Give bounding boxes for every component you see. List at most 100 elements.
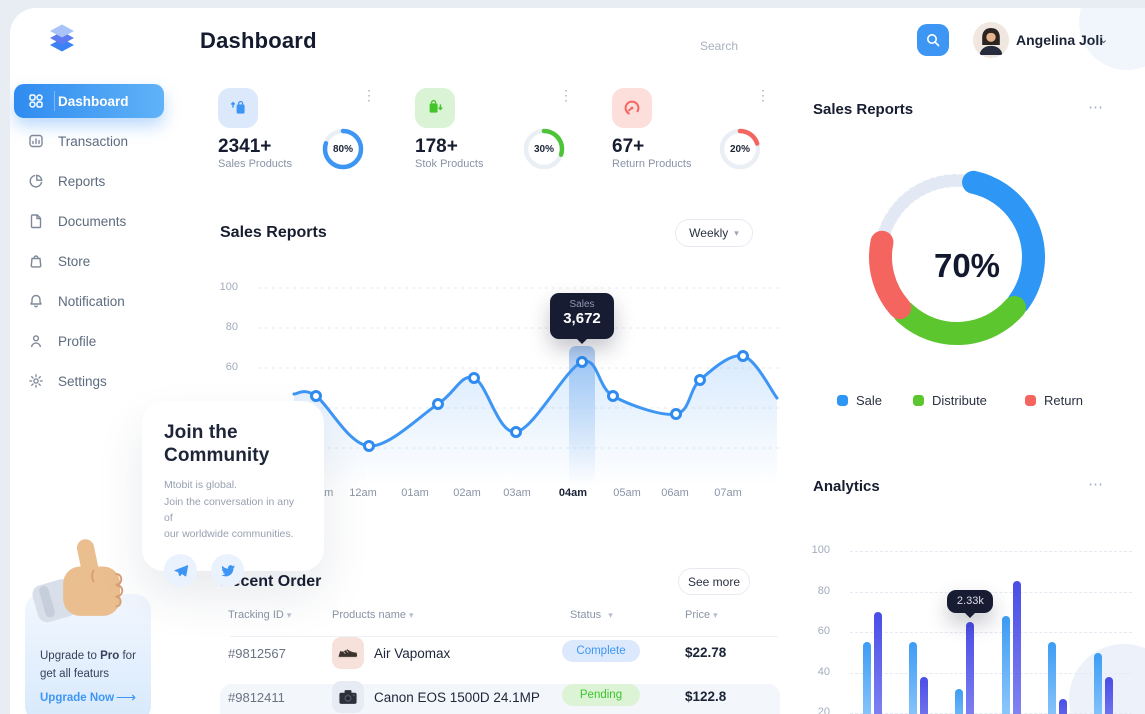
line-dot bbox=[737, 350, 749, 362]
stat-value: 2341+ bbox=[218, 136, 272, 157]
sidebar-item-label: Notification bbox=[58, 293, 125, 309]
dots-vertical-icon[interactable]: ⋮ bbox=[362, 87, 376, 103]
y-tick-label: 20 bbox=[817, 706, 830, 714]
stat-ring-chart bbox=[523, 128, 565, 170]
line-dot bbox=[694, 374, 706, 386]
sidebar-item-dashboard[interactable]: Dashboard bbox=[14, 84, 164, 118]
column-label: Tracking ID bbox=[228, 609, 284, 621]
stat-label: Stok Products bbox=[415, 158, 484, 170]
stat-ring-stok: 30% bbox=[521, 126, 567, 172]
bar-indigo bbox=[874, 611, 882, 714]
arrow-right-icon[interactable]: ⟶ bbox=[116, 689, 137, 705]
sidebar-item-documents[interactable]: Documents bbox=[14, 204, 164, 238]
period-selector-button[interactable]: Weekly ▾ bbox=[675, 219, 753, 247]
chevron-down-icon[interactable]: ⌄ bbox=[1099, 34, 1109, 46]
table-row-highlight bbox=[220, 684, 780, 714]
dots-horizontal-icon[interactable]: ⋯ bbox=[1088, 476, 1104, 493]
x-tick-label: 05am bbox=[613, 487, 641, 499]
upgrade-text-line2: get all featurs bbox=[40, 667, 110, 680]
sales-line-chart[interactable] bbox=[240, 268, 785, 505]
stat-ring-percent: 20% bbox=[729, 143, 750, 155]
avatar[interactable] bbox=[973, 22, 1009, 58]
community-title-line1: Join the bbox=[164, 422, 238, 443]
bar-indigo bbox=[920, 676, 929, 714]
bar-light-blue bbox=[1094, 652, 1102, 714]
stat-ring-percent: 30% bbox=[533, 143, 554, 155]
gear-icon bbox=[29, 374, 43, 388]
sales-tooltip: Sales 3,672 bbox=[550, 293, 614, 344]
camera-icon bbox=[339, 690, 357, 704]
sales-tooltip-value: 3,672 bbox=[563, 310, 601, 327]
bar-light-blue bbox=[909, 642, 918, 714]
sidebar-item-store[interactable]: Store bbox=[14, 244, 164, 278]
sidebar-item-label: Documents bbox=[58, 213, 127, 229]
column-header-price[interactable]: Price ▾ bbox=[685, 609, 718, 621]
sidebar-item-profile[interactable]: Profile bbox=[14, 324, 164, 358]
search-button[interactable] bbox=[917, 24, 949, 56]
gridline bbox=[850, 551, 1132, 552]
bar-indigo bbox=[1012, 581, 1021, 714]
line-dot bbox=[670, 408, 682, 420]
order-product-name: Air Vapomax bbox=[374, 646, 451, 661]
dots-vertical-icon[interactable]: ⋮ bbox=[756, 87, 770, 103]
upgrade-now-link[interactable]: Upgrade Now bbox=[40, 692, 115, 704]
sidebar-item-reports[interactable]: Reports bbox=[14, 164, 164, 198]
see-more-button[interactable]: See more bbox=[678, 568, 750, 595]
app-window: Dashboard Angelina Joli ⌄ Dashboard Tran… bbox=[10, 8, 1145, 714]
community-body-line2: Join the conversation in any of bbox=[164, 495, 295, 524]
user-name[interactable]: Angelina Joli bbox=[1016, 32, 1104, 48]
donut-slice-return bbox=[869, 169, 1045, 345]
chevron-down-icon: ▾ bbox=[734, 227, 739, 238]
twitter-icon bbox=[221, 565, 235, 577]
bag-up-icon bbox=[230, 100, 245, 114]
dots-vertical-icon[interactable]: ⋮ bbox=[559, 87, 573, 103]
layers-logo-icon bbox=[50, 24, 74, 52]
document-icon bbox=[30, 214, 42, 229]
community-title-line2: Community bbox=[164, 445, 270, 467]
upgrade-text-pre: Upgrade to bbox=[40, 650, 101, 662]
twitter-button[interactable] bbox=[211, 554, 245, 588]
gridline bbox=[850, 591, 1132, 593]
column-header-products-name[interactable]: Products name ▾ bbox=[332, 609, 414, 621]
gridline bbox=[850, 672, 1132, 674]
sneaker-icon bbox=[338, 649, 358, 659]
bar-indigo bbox=[966, 622, 975, 714]
legend-item-distribute: Distribute bbox=[913, 393, 987, 408]
sidebar-item-transaction[interactable]: Transaction bbox=[14, 124, 164, 158]
sidebar-item-notification[interactable]: Notification bbox=[14, 284, 164, 318]
y-tick-label: 60 bbox=[225, 361, 238, 373]
sidebar-item-label: Reports bbox=[58, 173, 106, 189]
search-input[interactable] bbox=[700, 32, 850, 60]
column-header-status[interactable]: Status ▾ bbox=[570, 609, 613, 621]
analytics-tooltip-value: 2.33k bbox=[956, 595, 984, 608]
telegram-icon bbox=[173, 565, 188, 577]
sales-donut-chart[interactable] bbox=[862, 162, 1052, 352]
sidebar-item-label: Store bbox=[58, 253, 91, 269]
community-body-line1: Mtobit is global. bbox=[164, 479, 237, 492]
y-tick-label: 60 bbox=[817, 625, 830, 638]
sidebar-item-label: Transaction bbox=[58, 133, 129, 149]
period-selector-label: Weekly bbox=[689, 226, 729, 240]
analytics-bar-chart[interactable] bbox=[800, 528, 1145, 714]
sort-arrow-icon: ▾ bbox=[286, 610, 292, 620]
sidebar-item-settings[interactable]: Settings bbox=[14, 364, 164, 398]
dots-horizontal-icon[interactable]: ⋯ bbox=[1088, 99, 1104, 116]
stat-ring-sales: 80% bbox=[320, 126, 366, 172]
x-tick-label: 01am bbox=[401, 487, 429, 499]
sort-arrow-icon: ▾ bbox=[608, 610, 613, 620]
column-header-tracking-id[interactable]: Tracking ID ▾ bbox=[228, 609, 291, 621]
sales-tooltip-label: Sales bbox=[569, 299, 595, 310]
upgrade-text-post: for bbox=[119, 650, 136, 662]
stat-value: 67+ bbox=[612, 136, 645, 157]
line-dot bbox=[607, 390, 619, 402]
legend-dot-sale bbox=[837, 395, 848, 406]
y-tick-label: 80 bbox=[817, 584, 830, 597]
stat-label: Return Products bbox=[612, 158, 692, 170]
line-dot bbox=[363, 440, 375, 452]
tooltip-tail bbox=[964, 612, 977, 619]
sidebar-item-label: Settings bbox=[58, 373, 107, 389]
telegram-button[interactable] bbox=[164, 554, 197, 588]
community-title: Join the Community bbox=[164, 421, 304, 467]
x-tick-label: 07am bbox=[714, 487, 742, 499]
donut-slice-sale bbox=[869, 169, 1045, 345]
